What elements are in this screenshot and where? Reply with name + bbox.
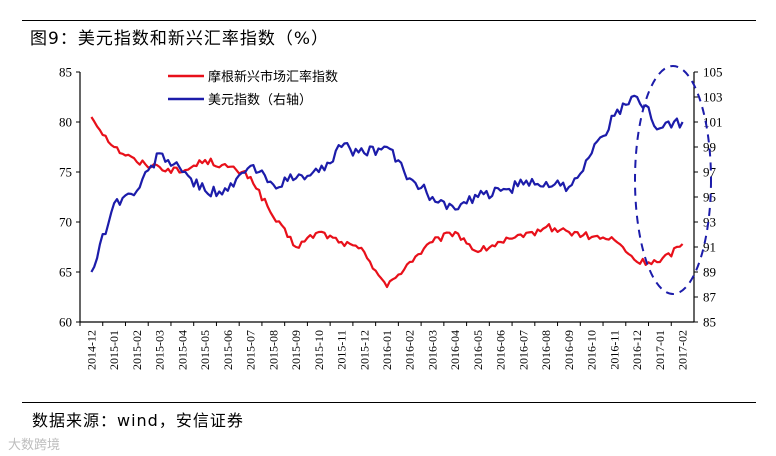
axes: [79, 72, 695, 323]
x-tick-label: 2016-11: [607, 330, 621, 370]
right-tick-label: 97: [703, 165, 717, 180]
right-tick-label: 103: [703, 90, 723, 105]
x-tick-label: 2014-12: [84, 330, 98, 370]
x-tick-label: 2015-07: [244, 330, 258, 370]
x-tick-label: 2015-12: [357, 330, 371, 370]
left-tick-label: 60: [59, 315, 72, 330]
x-tick-label: 2015-10: [312, 330, 326, 370]
right-tick-label: 105: [703, 65, 723, 80]
x-tick-label: 2016-05: [471, 330, 485, 370]
x-axis-ticks: 2014-12 2015-01 2015-02 2015-03 2015-04 2015-…: [79, 322, 690, 370]
right-axis-ticks: 85 87 89 91 93 95 97 99 101 103 105: [694, 65, 723, 330]
x-tick-label: 2015-11: [335, 330, 349, 370]
series-line-usd-index: [90, 94, 684, 273]
right-tick-label: 93: [703, 215, 716, 230]
legend-label-usd: 美元指数（右轴）: [208, 93, 312, 108]
left-tick-label: 80: [59, 115, 72, 130]
figure-title: 图9：美元指数和新兴汇率指数（%）: [30, 29, 329, 49]
top-rule: [22, 20, 756, 21]
legend-label-em: 摩根新兴市场汇率指数: [208, 69, 338, 85]
right-tick-label: 91: [703, 240, 716, 255]
right-tick-label: 85: [703, 315, 716, 330]
x-tick-label: 2016-01: [380, 330, 394, 370]
x-tick-label: 2015-05: [198, 330, 212, 370]
x-tick-label: 2015-06: [221, 330, 235, 370]
right-tick-label: 87: [703, 290, 717, 305]
x-tick-label: 2017-02: [676, 330, 690, 370]
left-tick-label: 75: [59, 165, 72, 180]
source-note: 数据来源：wind，安信证券: [32, 411, 244, 430]
x-tick-label: 2015-03: [153, 330, 167, 370]
x-tick-label: 2015-08: [266, 330, 280, 370]
right-tick-label: 99: [703, 140, 716, 155]
x-tick-label: 2015-04: [175, 330, 189, 370]
annotation-layer: [634, 65, 712, 295]
series-line-em-index: [90, 116, 684, 289]
x-tick-label: 2016-08: [539, 330, 553, 370]
x-tick-label: 2016-02: [403, 330, 417, 370]
x-tick-label: 2016-12: [630, 330, 644, 370]
series-layer: [90, 94, 684, 289]
watermark: 大数跨境: [8, 438, 61, 453]
legend: 摩根新兴市场汇率指数 美元指数（右轴）: [168, 69, 338, 108]
x-tick-label: 2016-04: [448, 330, 462, 370]
x-tick-label: 2015-01: [107, 330, 121, 370]
bottom-rule: [22, 402, 756, 403]
left-tick-label: 85: [59, 65, 72, 80]
x-tick-label: 2016-09: [562, 330, 576, 370]
left-tick-label: 65: [59, 265, 72, 280]
left-axis-ticks: 60 65 70 75 80 85: [59, 65, 80, 330]
x-tick-label: 2017-01: [653, 330, 667, 370]
x-tick-label: 2016-10: [585, 330, 599, 370]
x-tick-label: 2015-02: [130, 330, 144, 370]
highlight-ellipse: [634, 65, 712, 295]
right-tick-label: 95: [703, 190, 716, 205]
left-tick-label: 70: [59, 215, 72, 230]
right-tick-label: 89: [703, 265, 716, 280]
x-tick-label: 2016-03: [425, 330, 439, 370]
x-tick-label: 2015-09: [289, 330, 303, 370]
x-tick-label: 2016-07: [516, 330, 530, 370]
x-tick-label: 2016-06: [494, 330, 508, 370]
right-tick-label: 101: [703, 115, 723, 130]
